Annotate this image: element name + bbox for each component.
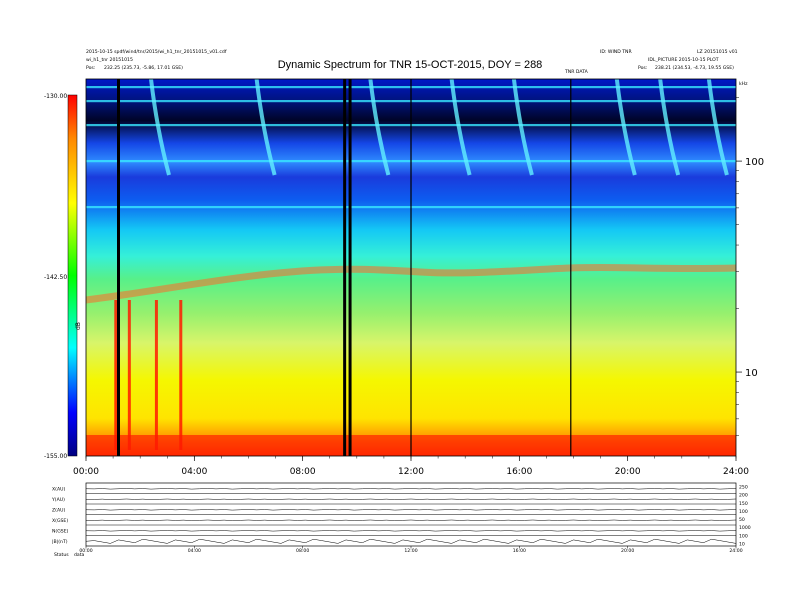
x-tick-label: 00:00 xyxy=(73,467,99,477)
header-left-line2: wi_h1_tnr 20151015 xyxy=(86,57,133,63)
radio-burst xyxy=(706,79,729,176)
impulsive-emission xyxy=(127,300,131,450)
aux-trace xyxy=(85,519,737,521)
aux-x-tick-label: 20:00 xyxy=(621,548,634,554)
aux-trace xyxy=(85,538,737,544)
aux-trace xyxy=(85,498,737,500)
data-gap-line xyxy=(410,79,412,456)
aux-x-tick-label: 24:00 xyxy=(729,548,742,554)
header-right-top-b: LZ 20151015 v01 xyxy=(697,49,738,55)
spectrum-features xyxy=(86,79,736,456)
aux-x-tick-label: 04:00 xyxy=(188,548,201,554)
aux-x-tick-label: 08:00 xyxy=(296,548,309,554)
header-right-pos-value: 238.21 (234.53, -4.73, 19.55 GSE) xyxy=(655,65,734,71)
aux-trace xyxy=(85,509,737,511)
impulsive-emission xyxy=(154,300,158,450)
status-label: Status xyxy=(54,552,69,558)
data-gap-line xyxy=(570,79,572,456)
aux-right-scale: 150 xyxy=(739,501,748,507)
aux-panel-label: X(GSE) xyxy=(52,518,68,524)
radio-burst xyxy=(149,79,171,176)
aux-trace xyxy=(85,530,737,532)
data-gap-line xyxy=(117,79,120,456)
header-right-top-a: ID: WIND TNR xyxy=(600,49,632,55)
impulsive-emission xyxy=(179,300,183,450)
aux-right-scale: 100 xyxy=(739,533,748,539)
colorbar-unit: dB xyxy=(75,322,82,330)
aux-panel-label: Z(AU) xyxy=(52,507,65,513)
aux-right-scale: 10 xyxy=(739,542,745,548)
header-left-pos-value: 232.25 (235.73, -5.86, 17.01 GSE) xyxy=(104,65,183,71)
y-tick-label: 100 xyxy=(745,157,764,168)
aux-x-tick-label: 12:00 xyxy=(404,548,417,554)
impulsive-emission xyxy=(114,300,118,450)
aux-x-tick-label: 00:00 xyxy=(79,548,92,554)
aux-panel-label: N(GSE) xyxy=(52,528,69,534)
header-right-line2: IDL_PICTURE 2015-10-15 PLOT xyxy=(648,57,719,63)
aux-right-scale: 250 xyxy=(739,485,748,491)
aux-right-scale: 200 xyxy=(739,493,748,499)
chart-title: Dynamic Spectrum for TNR 15-OCT-2015, DO… xyxy=(278,59,543,71)
x-tick-label: 16:00 xyxy=(506,467,532,477)
aux-panel-label: |B|(nT) xyxy=(52,539,68,545)
data-gap-line xyxy=(348,79,352,456)
radio-burst xyxy=(449,79,472,176)
colorbar-top-label: -130.00 xyxy=(44,93,67,100)
colorbar-bottom-label: -155.00 xyxy=(44,453,67,460)
x-tick-label: 12:00 xyxy=(398,467,424,477)
header-right-pos-label: Pos: xyxy=(638,65,648,71)
auxiliary-panels: X(AU) Y(AU) Z(AU) X(GSE) N(GSE) |B|(nT) 250 200… xyxy=(51,482,751,554)
header-left-line1: 2015-10-15 spdf/wind/tnr/2015/wi_h1_tnr_… xyxy=(86,49,227,55)
radio-burst xyxy=(254,79,277,176)
x-tick-label: 08:00 xyxy=(290,467,316,477)
x-tick-label: 24:00 xyxy=(723,467,749,477)
header-note: TNR DATA xyxy=(564,69,589,75)
radio-burst xyxy=(658,79,681,176)
colorbar-mid-label: -142.50 xyxy=(44,274,67,281)
x-tick-label: 20:00 xyxy=(615,467,641,477)
emission-ridge xyxy=(86,263,736,304)
aux-trace xyxy=(85,488,737,490)
x-tick-label: 04:00 xyxy=(181,467,207,477)
aux-right-scale: 50 xyxy=(739,517,745,523)
radio-burst xyxy=(614,79,637,176)
radio-burst xyxy=(368,79,391,176)
spectrogram xyxy=(86,79,736,456)
aux-right-scale: 1000 xyxy=(739,525,751,531)
aux-panel-label: X(AU) xyxy=(52,486,65,492)
colorbar xyxy=(67,94,78,457)
aux-right-scale: 100 xyxy=(739,509,748,515)
aux-x-tick-label: 16:00 xyxy=(513,548,526,554)
radio-burst xyxy=(511,79,534,176)
status-value: data xyxy=(74,552,85,558)
header-left-pos-label: Pos: xyxy=(86,65,96,71)
data-gap-line xyxy=(343,79,347,456)
header-right-corner: kHz xyxy=(739,81,748,87)
spectrogram-axes: 00:00 04:00 08:00 12:00 16:00 20:00 24:00 10 100 xyxy=(73,97,764,477)
y-tick-label: 10 xyxy=(745,368,758,379)
aux-panel-label: Y(AU) xyxy=(51,497,65,503)
